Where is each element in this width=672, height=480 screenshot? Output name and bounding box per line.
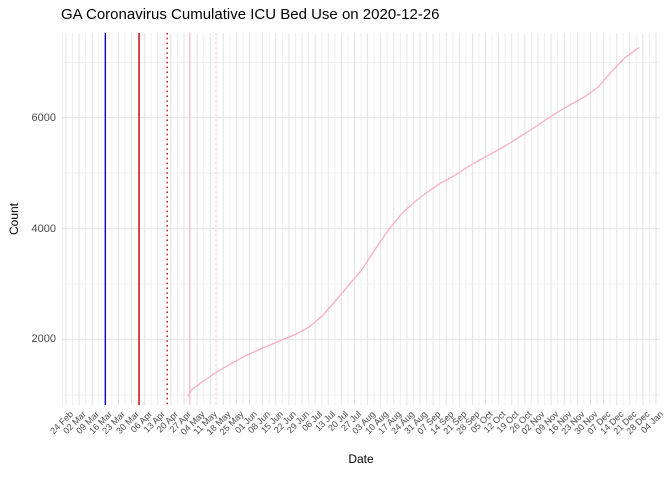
- x-axis-title: Date: [348, 452, 374, 466]
- y-tick-label: 2000: [31, 333, 56, 346]
- y-tick-label: 6000: [31, 111, 56, 124]
- y-tick-label: 4000: [31, 222, 56, 235]
- y-axis-title: Count: [7, 202, 21, 236]
- chart-title: GA Coronavirus Cumulative ICU Bed Use on…: [61, 6, 440, 23]
- cumulative-icu-bed-use-line: [187, 46, 640, 397]
